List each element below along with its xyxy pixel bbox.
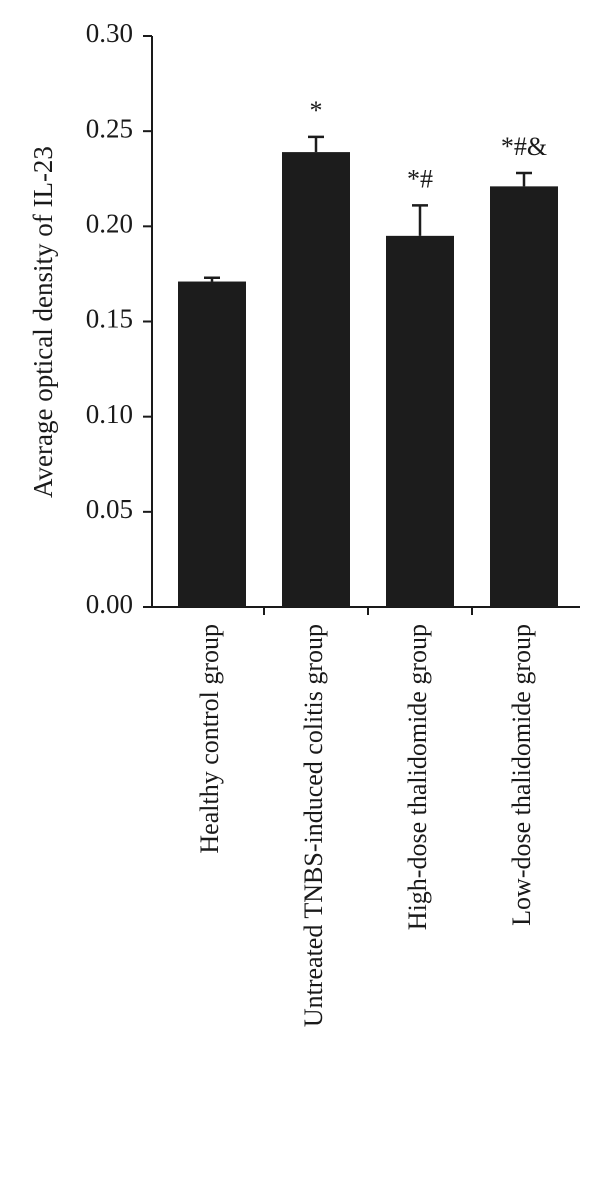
y-axis-title: Average optical density of IL-23 <box>28 146 58 498</box>
error-bar <box>412 204 428 236</box>
x-tick-label: Untreated TNBS-induced colitis group <box>299 624 328 1027</box>
annotation: *# <box>407 164 433 193</box>
x-tick-label: Healthy control group <box>195 624 224 854</box>
y-tick-label: 0.20 <box>86 209 133 239</box>
bar <box>386 235 454 607</box>
error-bar <box>308 135 324 153</box>
y-tick-label: 0.30 <box>86 18 133 48</box>
annotation: *#& <box>501 132 547 161</box>
y-tick-label: 0.15 <box>86 304 133 334</box>
y-tick-label: 0.10 <box>86 399 133 429</box>
x-tick-label: Low-dose thalidomide group <box>507 624 536 926</box>
bar <box>490 186 558 607</box>
x-tick-label: High-dose thalidomide group <box>403 624 432 930</box>
bar <box>282 152 350 607</box>
y-tick-label: 0.00 <box>86 589 133 619</box>
annotation: * <box>310 96 323 125</box>
y-tick-label: 0.05 <box>86 494 133 524</box>
bar <box>178 281 246 607</box>
y-tick-label: 0.25 <box>86 113 133 143</box>
error-bar <box>204 276 220 282</box>
error-bar <box>516 171 532 187</box>
